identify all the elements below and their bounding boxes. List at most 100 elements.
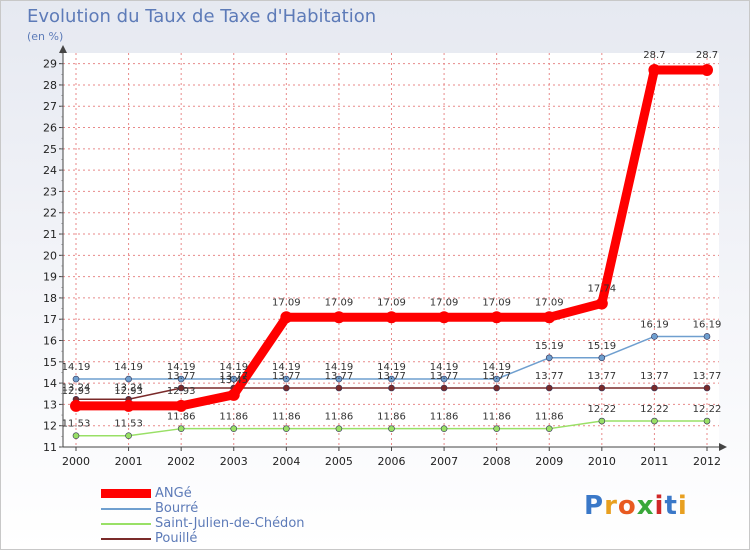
point-ange <box>332 311 345 324</box>
point-saint-julien-de-chedon <box>335 425 343 432</box>
data-label-saint-julien-de-chedon: 12.22 <box>588 404 617 415</box>
legend-item-bourre: Bourré <box>101 501 361 516</box>
logo-letter: o <box>617 491 637 521</box>
point-ange <box>70 399 82 412</box>
data-label-saint-julien-de-chedon: 12.22 <box>640 404 669 415</box>
legend-swatch <box>101 508 151 510</box>
point-ange <box>543 311 556 324</box>
point-saint-julien-de-chedon <box>125 432 132 440</box>
logo-letter: x <box>636 491 655 521</box>
y-tick-label: 14 <box>43 377 57 390</box>
point-ange <box>490 311 503 324</box>
point-bourre <box>440 375 448 383</box>
proxiti-logo: Proxiti <box>584 491 688 521</box>
point-saint-julien-de-chedon <box>703 417 711 425</box>
point-saint-julien-de-chedon <box>283 425 290 432</box>
logo-letter: i <box>677 491 688 521</box>
data-label-ange: 17.09 <box>482 297 511 308</box>
data-label-ange: 17.09 <box>377 297 406 308</box>
x-tick-label: 2003 <box>220 455 248 468</box>
point-pouille <box>440 384 448 392</box>
data-label-saint-julien-de-chedon: 11.86 <box>377 412 406 423</box>
x-tick-label: 2005 <box>325 455 353 468</box>
data-label-saint-julien-de-chedon: 11.53 <box>62 419 91 430</box>
y-tick-label: 29 <box>43 58 57 71</box>
data-label-ange: 17.09 <box>535 297 564 308</box>
point-saint-julien-de-chedon <box>72 432 80 440</box>
y-tick-label: 11 <box>43 441 57 454</box>
legend-item-pouille: Pouillé <box>101 531 361 546</box>
legend-label: Pouillé <box>155 531 198 546</box>
y-tick-label: 15 <box>43 356 57 369</box>
point-bourre <box>651 333 658 340</box>
data-label-bourre: 14.19 <box>114 362 143 373</box>
data-label-saint-julien-de-chedon: 11.86 <box>482 412 511 423</box>
point-bourre <box>388 375 395 383</box>
point-bourre <box>72 375 80 383</box>
y-tick-label: 17 <box>43 313 57 326</box>
point-ange <box>648 64 661 77</box>
point-ange <box>701 64 713 77</box>
data-label-pouille: 13.77 <box>430 371 459 382</box>
logo-letter: t <box>664 491 678 521</box>
y-tick-label: 19 <box>43 271 57 284</box>
point-bourre <box>230 375 238 383</box>
point-pouille <box>703 384 711 392</box>
data-label-ange: 17.09 <box>325 297 354 308</box>
data-label-bourre: 15.19 <box>535 341 564 352</box>
data-label-pouille: 13.77 <box>640 371 669 382</box>
chart-title: Evolution du Taux de Taxe d'Habitation <box>27 6 377 27</box>
logo-letter: P <box>584 491 605 521</box>
data-label-bourre: 14.19 <box>482 362 511 373</box>
y-tick-label: 20 <box>43 249 57 262</box>
data-label-pouille: 13.77 <box>272 371 301 382</box>
data-label-pouille: 13.77 <box>588 371 617 382</box>
data-label-pouille: 13.24 <box>62 382 91 393</box>
data-label-ange: 12.93 <box>167 386 196 397</box>
logo-letter: i <box>654 491 665 521</box>
data-label-saint-julien-de-chedon: 11.86 <box>167 412 196 423</box>
y-tick-label: 24 <box>43 164 57 177</box>
series-layer <box>70 64 713 440</box>
point-pouille <box>493 384 500 392</box>
y-tick-label: 12 <box>43 420 57 433</box>
y-tick-label: 13 <box>43 398 57 411</box>
point-bourre <box>125 375 132 383</box>
y-tick-label: 16 <box>43 335 57 348</box>
y-tick-label: 26 <box>43 122 57 135</box>
point-ange <box>385 311 398 324</box>
y-tick-label: 18 <box>43 292 57 305</box>
data-label-pouille: 13.77 <box>535 371 564 382</box>
data-label-saint-julien-de-chedon: 12.22 <box>693 404 722 415</box>
legend-label: Bourré <box>155 501 199 516</box>
data-label-saint-julien-de-chedon: 11.86 <box>325 412 354 423</box>
x-tick-label: 2002 <box>167 455 195 468</box>
data-label-bourre: 16.19 <box>693 319 722 330</box>
point-saint-julien-de-chedon <box>230 425 238 432</box>
x-tick-label: 2007 <box>430 455 458 468</box>
logo-letter: r <box>604 491 618 521</box>
data-label-pouille: 13.77 <box>377 371 406 382</box>
line-chart: 11 12 13 14 15 16 17 18 19 20 21 22 23 24 25 26 27 28 29 20… <box>43 45 727 468</box>
point-pouille <box>651 384 658 392</box>
y-axis-arrow <box>59 45 67 53</box>
x-tick-label: 2000 <box>62 455 90 468</box>
point-saint-julien-de-chedon <box>598 417 606 425</box>
x-tick-label: 2008 <box>483 455 511 468</box>
y-axis-unit: (en %) <box>27 30 64 43</box>
point-saint-julien-de-chedon <box>493 425 500 432</box>
point-bourre <box>703 333 711 340</box>
data-labels: 14.19 14.19 14.19 14.19 14.19 14.19 14.19 14.19… <box>62 50 722 430</box>
data-label-ange: 28.7 <box>696 50 718 61</box>
point-ange <box>227 388 240 401</box>
data-label-bourre: 14.19 <box>219 362 248 373</box>
legend-swatch <box>101 538 151 540</box>
data-label-saint-julien-de-chedon: 11.86 <box>430 412 459 423</box>
data-label-pouille: 13.77 <box>167 371 196 382</box>
point-pouille <box>388 384 395 392</box>
point-bourre <box>177 375 185 383</box>
data-label-saint-julien-de-chedon: 11.86 <box>535 412 564 423</box>
data-label-bourre: 14.19 <box>62 362 91 373</box>
point-pouille <box>545 384 553 392</box>
